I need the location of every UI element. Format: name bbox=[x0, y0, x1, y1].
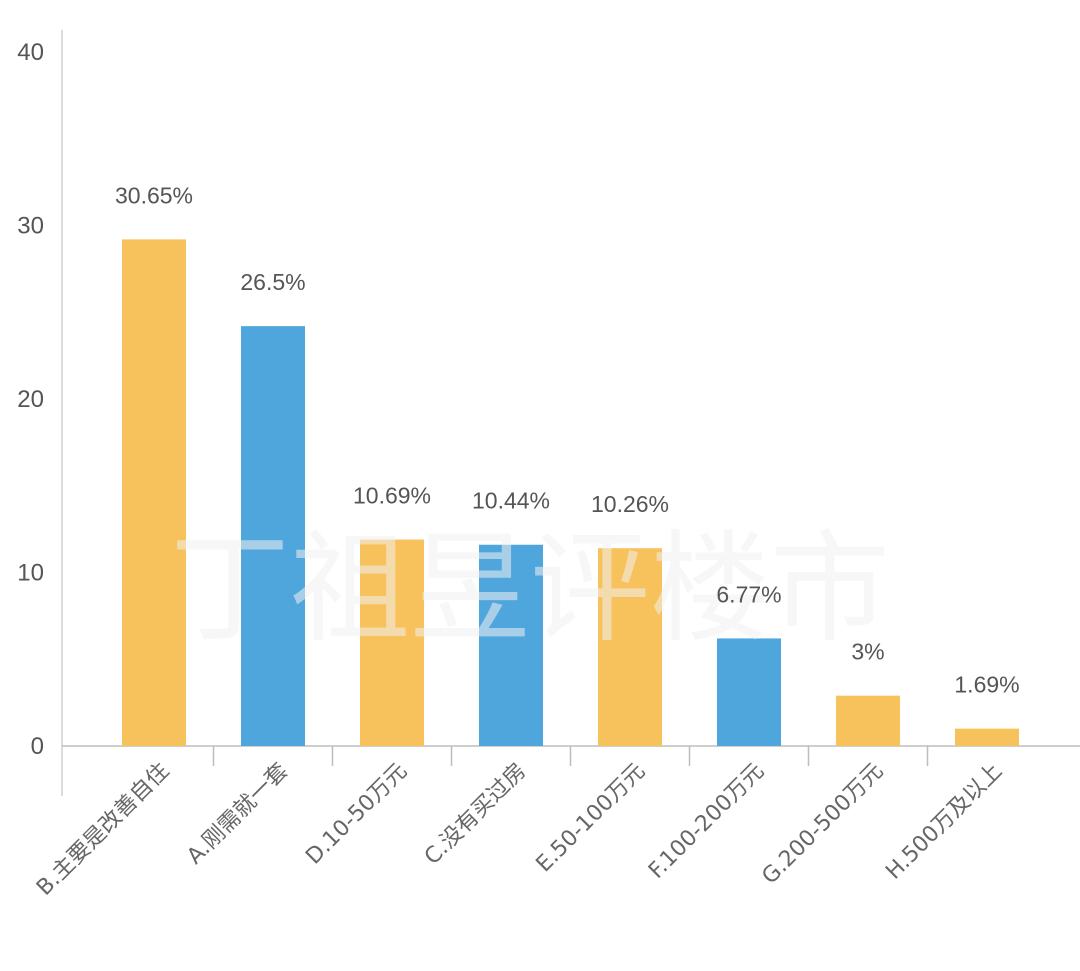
data-label: 10.44% bbox=[472, 488, 550, 514]
y-tick-label: 40 bbox=[17, 39, 44, 66]
y-tick-label: 30 bbox=[17, 213, 44, 240]
data-labels: 30.65% 26.5% 10.69% 10.44% 10.26% 6.77% 3% 1.69… bbox=[115, 182, 1020, 697]
category-label: E.50-100万元 bbox=[532, 759, 651, 878]
bar bbox=[122, 239, 186, 746]
category-label: D.10-50万元 bbox=[301, 759, 412, 870]
y-tick-label: 0 bbox=[31, 733, 44, 760]
y-tick-label: 10 bbox=[17, 560, 44, 587]
category-label: C.没有买过房 bbox=[420, 759, 531, 870]
bar bbox=[479, 544, 543, 746]
data-label: 26.5% bbox=[240, 269, 305, 295]
data-label: 30.65% bbox=[115, 182, 193, 208]
y-axis-ticks: 0 10 20 30 40 bbox=[17, 39, 44, 760]
y-tick-label: 20 bbox=[17, 386, 44, 413]
bar bbox=[360, 539, 424, 746]
data-label: 3% bbox=[851, 639, 884, 665]
category-label: G.200-500万元 bbox=[757, 759, 888, 890]
category-label: F.100-200万元 bbox=[644, 759, 769, 884]
data-label: 1.69% bbox=[954, 672, 1019, 698]
watermark: 丁祖昱评楼市 bbox=[170, 520, 890, 659]
bar bbox=[598, 548, 662, 746]
data-label: 6.77% bbox=[716, 581, 781, 607]
category-label: A.刚需就一套 bbox=[182, 759, 293, 870]
bar bbox=[955, 728, 1019, 746]
bar bbox=[836, 695, 900, 746]
data-label: 10.26% bbox=[591, 491, 669, 517]
category-label: H.500万及以上 bbox=[881, 759, 1007, 885]
bar bbox=[241, 326, 305, 746]
category-label: B.主要是改善自住 bbox=[32, 759, 174, 901]
x-axis-ticks bbox=[212, 746, 929, 766]
bars-group bbox=[122, 239, 1019, 746]
data-label: 10.69% bbox=[353, 483, 431, 509]
bar bbox=[717, 638, 781, 746]
category-labels: B.主要是改善自住 A.刚需就一套 D.10-50万元 C.没有买过房 E.50-100… bbox=[32, 759, 1007, 901]
